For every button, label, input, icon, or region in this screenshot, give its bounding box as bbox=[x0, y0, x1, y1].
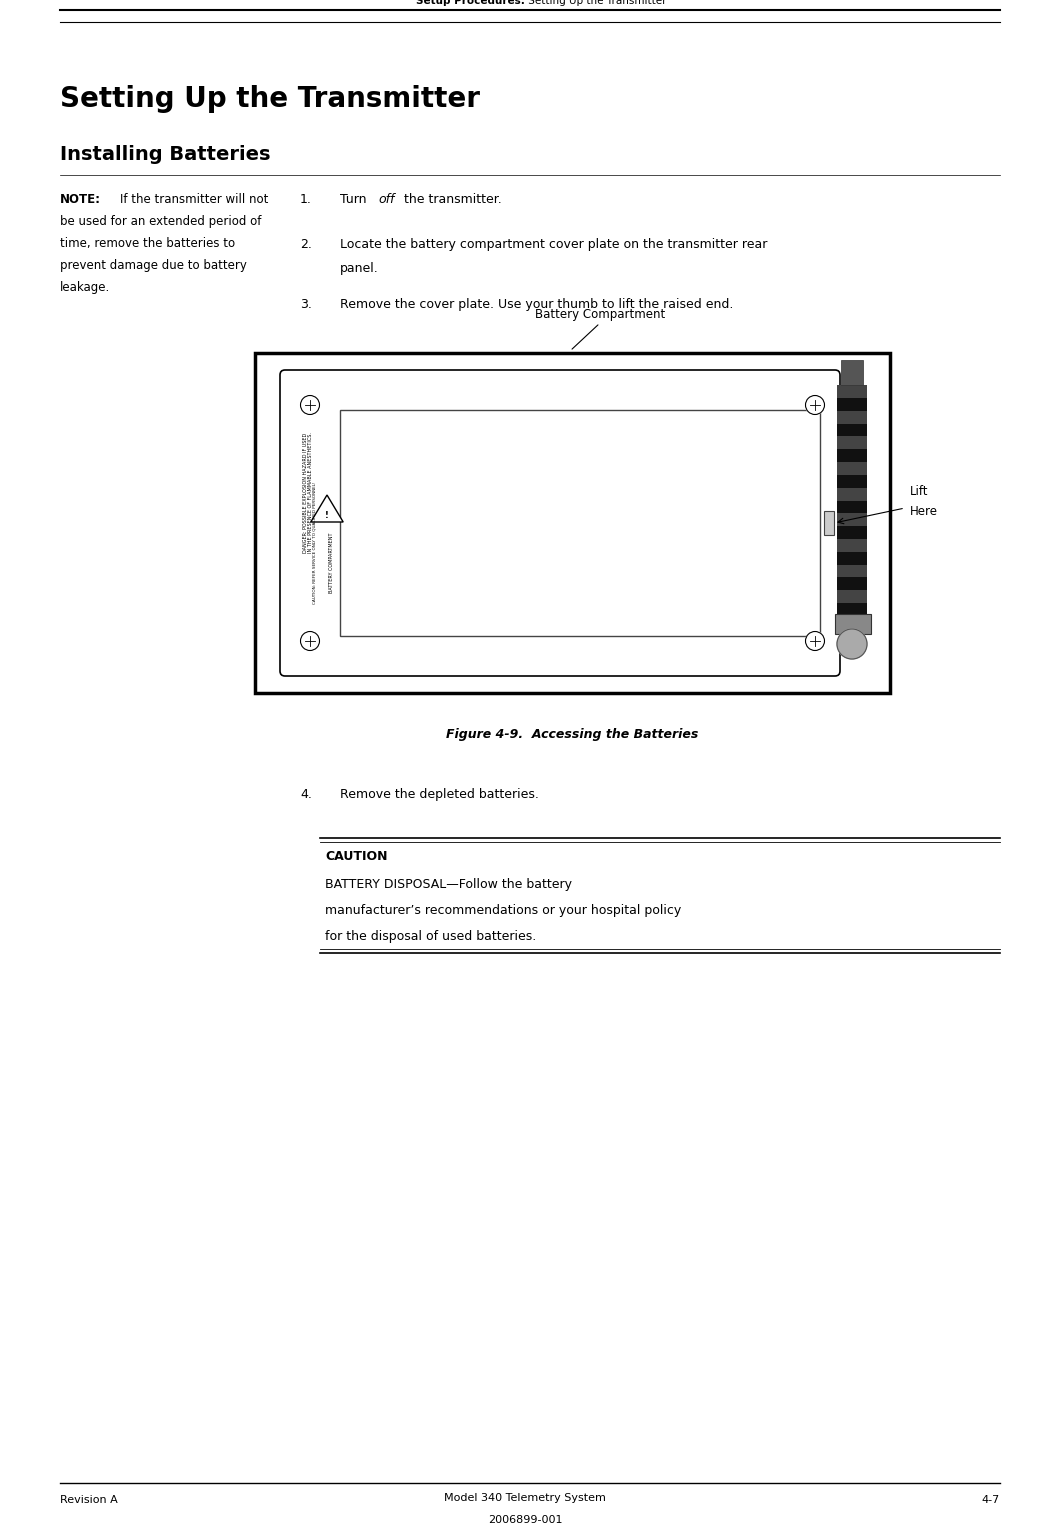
Bar bbox=[837, 526, 867, 538]
Bar bbox=[837, 552, 867, 564]
Text: manufacturer’s recommendations or your hospital policy: manufacturer’s recommendations or your h… bbox=[326, 904, 681, 917]
Bar bbox=[837, 384, 867, 398]
Text: Setting Up the Transmitter: Setting Up the Transmitter bbox=[525, 0, 667, 6]
Bar bbox=[340, 411, 820, 637]
Text: prevent damage due to battery: prevent damage due to battery bbox=[60, 258, 247, 272]
Text: Figure 4-9.  Accessing the Batteries: Figure 4-9. Accessing the Batteries bbox=[446, 727, 698, 741]
Text: Remove the depleted batteries.: Remove the depleted batteries. bbox=[340, 787, 539, 801]
Bar bbox=[255, 354, 890, 694]
Bar bbox=[837, 514, 867, 526]
Text: Remove the cover plate. Use your thumb to lift the raised end.: Remove the cover plate. Use your thumb t… bbox=[340, 298, 733, 311]
Text: off: off bbox=[378, 192, 395, 206]
Bar bbox=[837, 449, 867, 461]
Text: Turn: Turn bbox=[340, 192, 371, 206]
Text: Locate the battery compartment cover plate on the transmitter rear: Locate the battery compartment cover pla… bbox=[340, 238, 768, 251]
Bar bbox=[837, 437, 867, 449]
Text: panel.: panel. bbox=[340, 261, 379, 275]
Bar bbox=[837, 398, 867, 411]
Text: 2.: 2. bbox=[300, 238, 312, 251]
Text: be used for an extended period of: be used for an extended period of bbox=[60, 215, 261, 228]
Bar bbox=[835, 614, 871, 634]
Text: for the disposal of used batteries.: for the disposal of used batteries. bbox=[326, 930, 537, 943]
Bar bbox=[837, 411, 867, 423]
Bar bbox=[837, 603, 867, 617]
Text: time, remove the batteries to: time, remove the batteries to bbox=[60, 237, 235, 251]
Text: Here: Here bbox=[910, 504, 938, 518]
Text: BATTERY COMPARTMENT: BATTERY COMPARTMENT bbox=[330, 532, 335, 594]
Bar bbox=[837, 538, 867, 552]
Text: Setup Procedures:: Setup Procedures: bbox=[416, 0, 525, 6]
Circle shape bbox=[805, 395, 824, 415]
Circle shape bbox=[300, 632, 319, 651]
Text: Battery Compartment: Battery Compartment bbox=[534, 308, 665, 321]
Text: Installing Batteries: Installing Batteries bbox=[60, 145, 271, 165]
Text: the transmitter.: the transmitter. bbox=[400, 192, 502, 206]
Circle shape bbox=[837, 629, 867, 658]
Text: 4.: 4. bbox=[300, 787, 312, 801]
Text: Lift: Lift bbox=[910, 484, 928, 498]
Bar bbox=[837, 500, 867, 514]
Text: 2006899-001: 2006899-001 bbox=[488, 1515, 562, 1526]
Bar bbox=[837, 577, 867, 591]
Text: 3.: 3. bbox=[300, 298, 312, 311]
FancyBboxPatch shape bbox=[280, 371, 840, 677]
Bar bbox=[837, 488, 867, 500]
Text: BATTERY DISPOSAL—Follow the battery: BATTERY DISPOSAL—Follow the battery bbox=[326, 878, 572, 891]
Text: Setting Up the Transmitter: Setting Up the Transmitter bbox=[60, 85, 480, 112]
Text: 4-7: 4-7 bbox=[982, 1495, 1000, 1506]
Text: NOTE:: NOTE: bbox=[60, 192, 101, 206]
Circle shape bbox=[300, 395, 319, 415]
Text: leakage.: leakage. bbox=[60, 281, 110, 294]
Bar bbox=[841, 360, 863, 384]
Text: Model 340 Telemetry System: Model 340 Telemetry System bbox=[444, 1493, 606, 1503]
Circle shape bbox=[805, 632, 824, 651]
Text: 1.: 1. bbox=[300, 192, 312, 206]
Polygon shape bbox=[311, 495, 343, 521]
Text: DANGER: POSSIBLE EXPLOSION HAZARD IF USED
IN THE PRESENCE OF FLAMMABLE ANESTHETI: DANGER: POSSIBLE EXPLOSION HAZARD IF USE… bbox=[302, 432, 313, 554]
Bar bbox=[837, 564, 867, 577]
Bar bbox=[837, 423, 867, 437]
Text: !: ! bbox=[326, 512, 329, 520]
Bar bbox=[837, 591, 867, 603]
Text: CAUTION: CAUTION bbox=[326, 851, 387, 863]
Bar bbox=[837, 461, 867, 475]
Text: CAUTION: REFER SERVICE ONLY TO QUALIFIED PERSONNEL!: CAUTION: REFER SERVICE ONLY TO QUALIFIED… bbox=[313, 481, 317, 604]
Bar bbox=[824, 511, 834, 535]
Text: If the transmitter will not: If the transmitter will not bbox=[120, 192, 269, 206]
Bar bbox=[837, 475, 867, 488]
Text: Revision A: Revision A bbox=[60, 1495, 118, 1506]
